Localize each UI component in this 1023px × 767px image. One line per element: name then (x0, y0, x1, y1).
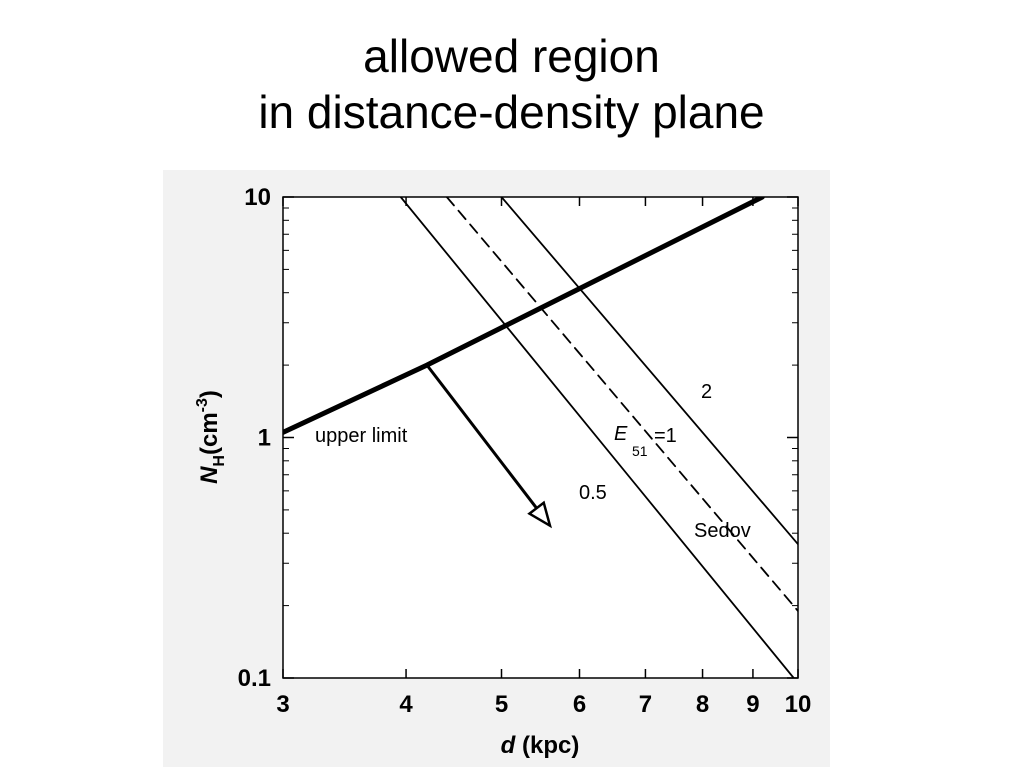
series-line-2 (445, 197, 798, 612)
series-line-1 (399, 197, 795, 678)
x-tick-label-9: 9 (746, 691, 759, 718)
y-tick-label-0p1: 0.1 (238, 665, 271, 692)
slide-title: allowed region in distance-density plane (0, 28, 1023, 140)
annotation-e-eq: =1 (654, 425, 677, 447)
annotation-upper-limit: upper limit (315, 425, 408, 447)
axis-ticks (282, 196, 799, 679)
tick-labels: 3 4 5 6 7 8 9 10 0.1 1 10 (238, 184, 812, 718)
annotation-e-sub: 51 (632, 443, 648, 459)
y-axis-label: NH(cm-3) (194, 390, 228, 484)
arrow-head (527, 500, 552, 529)
title-line-1: allowed region (363, 30, 660, 82)
plot-area (282, 196, 799, 679)
x-tick-label-8: 8 (696, 691, 709, 718)
annotation-two: 2 (701, 381, 712, 403)
series-line-0 (283, 197, 765, 435)
series-line-3 (500, 197, 798, 546)
x-axis-label: d (kpc) (501, 732, 580, 759)
x-tick-label-4: 4 (399, 691, 413, 718)
annotation-e-var: E (614, 423, 628, 445)
arrow-layer (425, 364, 552, 529)
y-tick-label-1: 1 (258, 425, 271, 452)
x-tick-label-7: 7 (639, 691, 652, 718)
x-tick-label-5: 5 (495, 691, 508, 718)
series-layer (283, 197, 798, 678)
y-tick-label-10: 10 (244, 184, 271, 211)
annotation-sedov: Sedov (694, 520, 751, 542)
x-tick-label-6: 6 (573, 691, 586, 718)
figure-panel: 3 4 5 6 7 8 9 10 0.1 1 10 upper limit 0.5 2 Sedov … (163, 170, 830, 767)
x-tick-label-3: 3 (276, 691, 289, 718)
arrow-shaft (425, 364, 538, 510)
x-tick-label-10: 10 (785, 691, 812, 718)
annotation-half: 0.5 (579, 482, 607, 504)
title-line-2: in distance-density plane (258, 86, 765, 138)
